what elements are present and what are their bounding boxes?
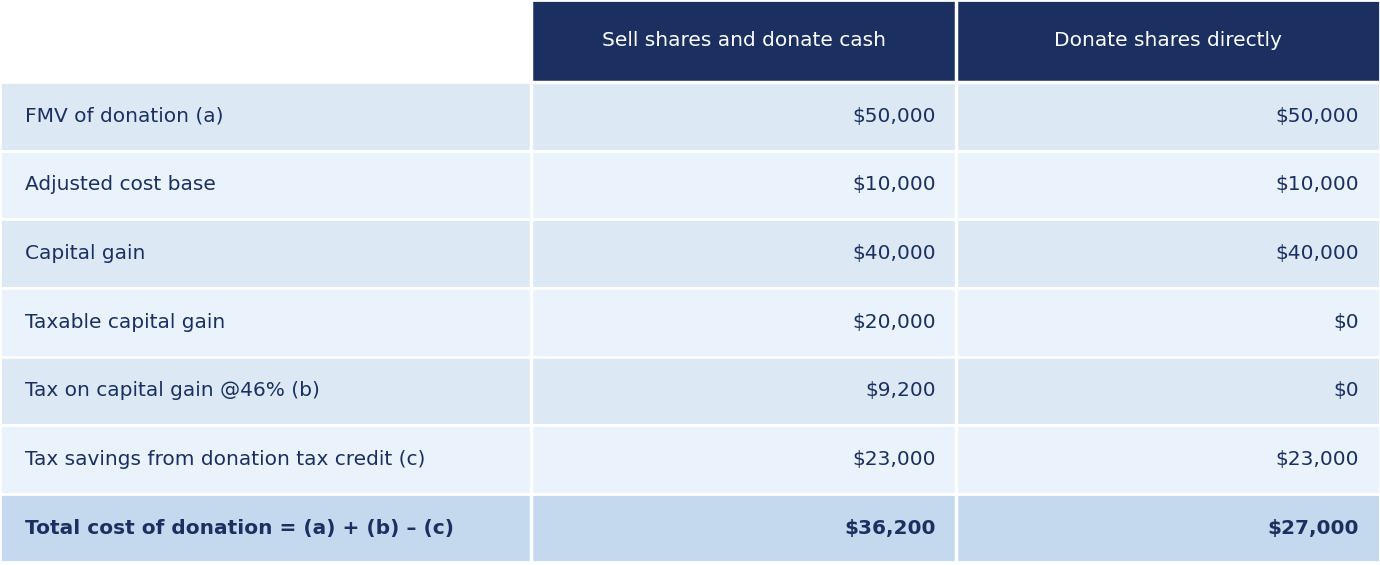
Bar [0, 425, 531, 494]
Text: $27,000: $27,000 [1268, 519, 1359, 538]
Text: Tax on capital gain @46% (b): Tax on capital gain @46% (b) [25, 381, 320, 401]
Text: FMV of donation (a): FMV of donation (a) [25, 107, 224, 126]
Text: Donate shares directly: Donate shares directly [1054, 32, 1282, 50]
Text: Sell shares and donate cash: Sell shares and donate cash [602, 32, 886, 50]
Bar [956, 494, 1380, 563]
Bar [531, 150, 956, 219]
Bar [0, 150, 531, 219]
Text: Tax savings from donation tax credit (c): Tax savings from donation tax credit (c) [25, 450, 425, 469]
Bar [531, 425, 956, 494]
Text: $0: $0 [1333, 381, 1359, 401]
Text: Capital gain: Capital gain [25, 244, 145, 263]
Bar [531, 494, 956, 563]
Bar [531, 82, 956, 150]
Bar [956, 150, 1380, 219]
Text: $40,000: $40,000 [851, 244, 936, 263]
Bar [0, 357, 531, 425]
Bar [0, 288, 531, 357]
Bar [531, 0, 956, 82]
Text: $10,000: $10,000 [851, 175, 936, 194]
Bar [956, 425, 1380, 494]
Text: $50,000: $50,000 [851, 107, 936, 126]
Text: $50,000: $50,000 [1275, 107, 1359, 126]
Text: $10,000: $10,000 [1275, 175, 1359, 194]
Bar [956, 82, 1380, 150]
Bar [531, 219, 956, 288]
Text: $20,000: $20,000 [851, 312, 936, 332]
Bar [956, 219, 1380, 288]
Text: Adjusted cost base: Adjusted cost base [25, 175, 215, 194]
Bar [0, 494, 531, 563]
Bar [956, 357, 1380, 425]
Bar [531, 288, 956, 357]
Text: $36,200: $36,200 [845, 519, 936, 538]
Text: $40,000: $40,000 [1275, 244, 1359, 263]
Bar [0, 82, 531, 150]
Text: Total cost of donation = (a) + (b) – (c): Total cost of donation = (a) + (b) – (c) [25, 519, 454, 538]
Text: Taxable capital gain: Taxable capital gain [25, 312, 225, 332]
Text: $23,000: $23,000 [851, 450, 936, 469]
Bar [956, 0, 1380, 82]
Bar [0, 219, 531, 288]
Bar [531, 357, 956, 425]
Text: $0: $0 [1333, 312, 1359, 332]
Text: $9,200: $9,200 [865, 381, 936, 401]
Text: $23,000: $23,000 [1275, 450, 1359, 469]
Bar [956, 288, 1380, 357]
